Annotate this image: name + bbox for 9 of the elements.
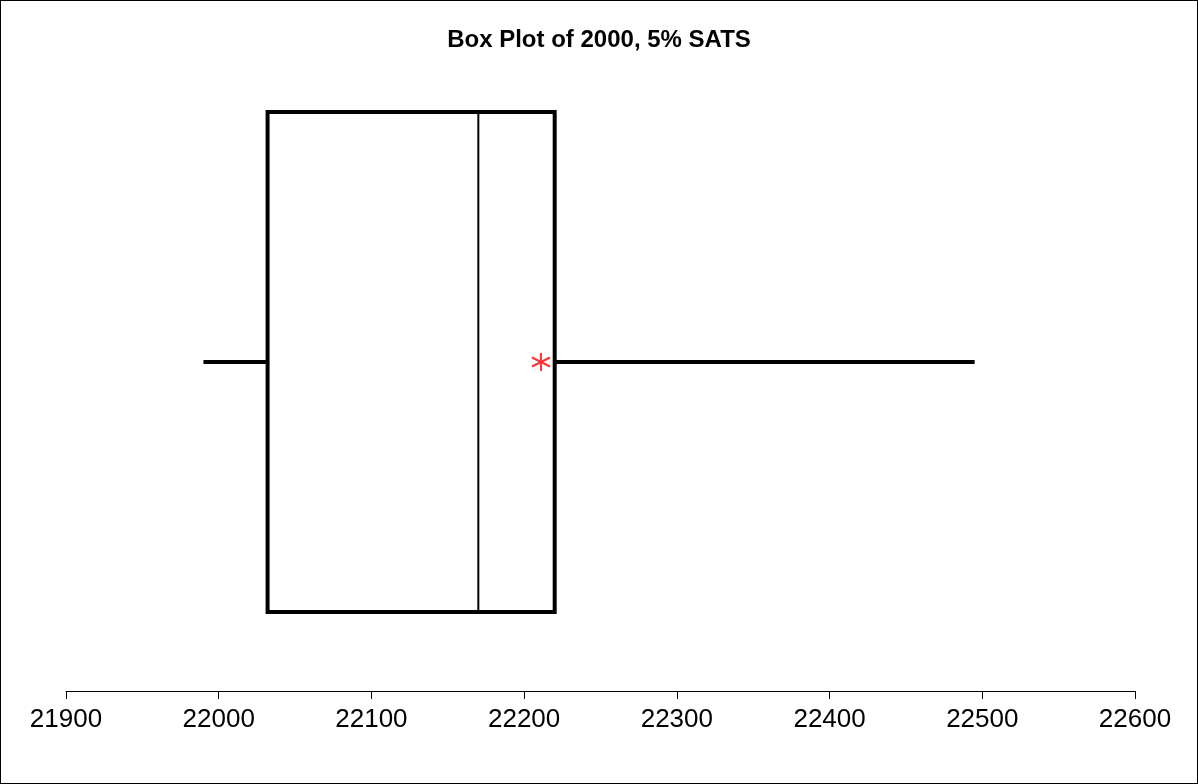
x-tick-label: 22500 bbox=[946, 703, 1019, 733]
x-tick-label: 22600 bbox=[1098, 703, 1172, 733]
x-tick-label: 22200 bbox=[487, 703, 561, 733]
x-tick-label: 21900 bbox=[29, 703, 103, 733]
x-tick-label: 22300 bbox=[640, 703, 714, 733]
x-tick-label: 22400 bbox=[793, 703, 866, 733]
x-tick-label: 22000 bbox=[182, 703, 255, 733]
x-tick-label: 22100 bbox=[335, 703, 408, 733]
chart-title: Box Plot of 2000, 5% SATS bbox=[447, 24, 751, 52]
